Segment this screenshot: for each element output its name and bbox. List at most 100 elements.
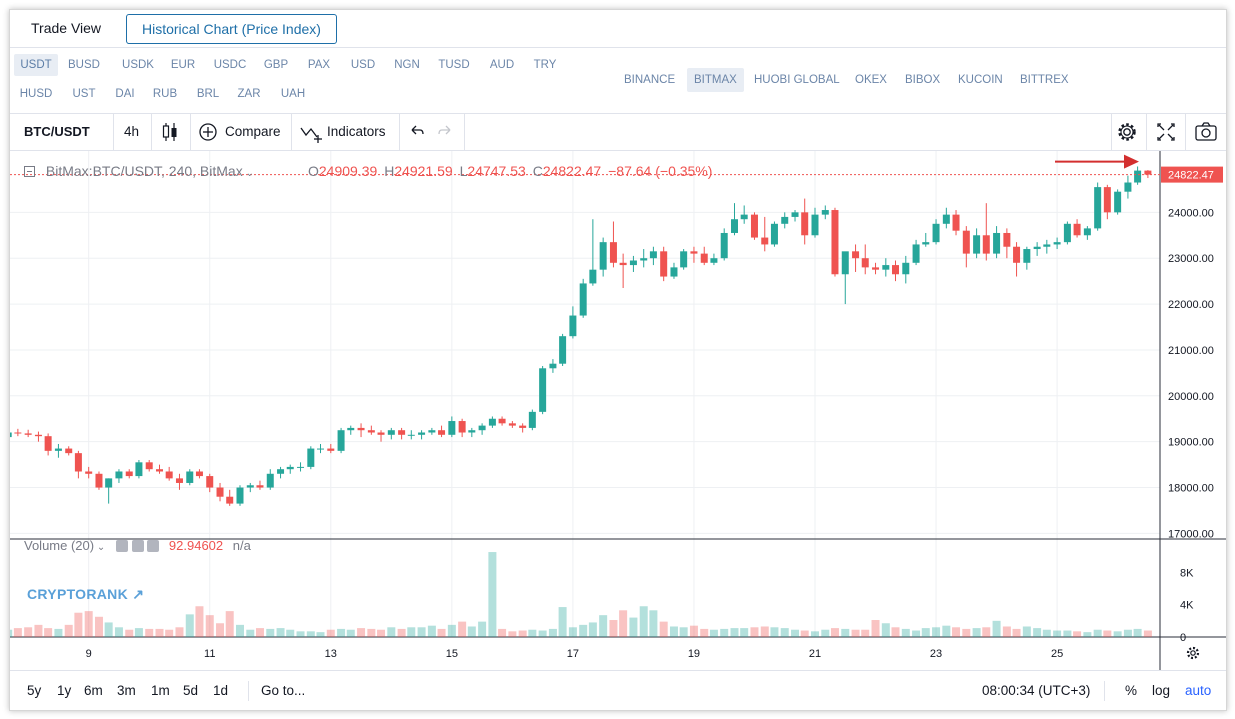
settings-icon[interactable]	[131, 540, 144, 552]
candle-down	[1073, 223, 1081, 236]
candle-down	[357, 427, 365, 431]
legend-symbol[interactable]: BitMax:BTC/USDT, 240, BitMax	[45, 163, 243, 179]
axis-settings-gear-icon[interactable]	[1190, 650, 1196, 656]
range-1d[interactable]: 1d	[213, 683, 229, 698]
volume-bar	[770, 627, 779, 637]
range-6m[interactable]: 6m	[84, 683, 103, 698]
volume-label[interactable]: Volume (20)	[24, 538, 95, 553]
volume-bar	[216, 623, 225, 637]
compare-button[interactable]: Compare	[225, 124, 281, 139]
exchange-binance[interactable]: BINANCE	[624, 74, 676, 86]
volume-bar	[1042, 629, 1051, 637]
volume-bar	[508, 631, 517, 637]
range-3m[interactable]: 3m	[117, 683, 136, 698]
volume-bar	[821, 629, 830, 637]
volume-bar	[397, 628, 406, 637]
candle-up	[791, 212, 799, 217]
percent-toggle[interactable]: %	[1125, 683, 1138, 698]
volume-bar	[10, 629, 13, 637]
currency-dai[interactable]: DAI	[115, 88, 135, 100]
chevron-down-icon[interactable]: ⌄	[94, 542, 109, 553]
currency-aud[interactable]: AUD	[489, 59, 515, 71]
volume-bar	[326, 629, 335, 637]
candle-down	[327, 448, 335, 451]
goto-button[interactable]: Go to...	[261, 683, 306, 698]
candle-up	[882, 265, 890, 270]
currency-usdc[interactable]: USDC	[213, 59, 247, 71]
redo-icon[interactable]	[436, 114, 454, 150]
exchange-bibox[interactable]: BIBOX	[905, 74, 941, 86]
candle-down	[750, 214, 758, 238]
high-label: H	[384, 163, 395, 179]
candle-down	[458, 421, 466, 433]
range-5y[interactable]: 5y	[27, 683, 42, 698]
volume-bar	[841, 628, 850, 637]
currency-usdk[interactable]: USDK	[122, 59, 154, 71]
currency-usdt[interactable]: USDT	[14, 54, 58, 76]
symbol-search[interactable]: BTC/USDT	[24, 124, 90, 139]
tab-historical-chart[interactable]: Historical Chart (Price Index)	[126, 14, 337, 44]
currency-ngn[interactable]: NGN	[394, 59, 420, 71]
currency-uah[interactable]: UAH	[280, 88, 306, 100]
candle-down	[609, 242, 617, 263]
volume-bar	[488, 552, 497, 637]
exchange-bitmax[interactable]: BITMAX	[687, 68, 744, 92]
compare-icon[interactable]	[198, 114, 218, 150]
ohlc-values: O24909.39 H24921.59 L24747.53 C24822.47 …	[308, 162, 712, 180]
currency-eur[interactable]: EUR	[170, 59, 196, 71]
clock[interactable]: 08:00:34 (UTC+3)	[982, 683, 1091, 698]
exchange-okex[interactable]: OKEX	[855, 74, 887, 86]
candle-up	[649, 251, 657, 259]
candle-up	[418, 432, 426, 435]
currency-zar[interactable]: ZAR	[237, 88, 261, 100]
currency-try[interactable]: TRY	[533, 59, 557, 71]
indicators-icon[interactable]	[300, 114, 324, 150]
exchange-kucoin[interactable]: KUCOIN	[958, 74, 1003, 86]
exchange-bittrex[interactable]: BITTREX	[1020, 74, 1069, 86]
settings-gear-icon[interactable]	[1116, 114, 1138, 150]
axis-settings-gear-icon[interactable]	[1186, 646, 1200, 660]
fullscreen-icon[interactable]	[1155, 114, 1177, 150]
range-5d[interactable]: 5d	[183, 683, 199, 698]
volume-bar	[367, 628, 376, 637]
volume-bar	[195, 606, 204, 637]
close-value: 24822.47	[542, 163, 602, 179]
candle-down	[216, 487, 224, 497]
currency-gbp[interactable]: GBP	[263, 59, 289, 71]
candle-down	[952, 214, 960, 231]
collapse-legend-icon[interactable]	[24, 166, 35, 177]
undo-icon[interactable]	[408, 114, 426, 150]
currency-ust[interactable]: UST	[72, 88, 96, 100]
range-1y[interactable]: 1y	[57, 683, 72, 698]
interval-button[interactable]: 4h	[124, 124, 140, 139]
toolbar-divider	[190, 114, 191, 150]
candle-up	[277, 469, 285, 474]
price-chart[interactable]: 24000.00 23000.00 22000.00 21000.00 20000.00…	[10, 151, 1226, 670]
volume-bar	[548, 628, 557, 637]
range-1m[interactable]: 1m	[151, 683, 170, 698]
chevron-down-icon[interactable]: ⌄	[242, 168, 254, 179]
auto-toggle[interactable]: auto	[1185, 683, 1212, 698]
log-toggle[interactable]: log	[1152, 683, 1171, 698]
candle-down	[1144, 170, 1152, 175]
currency-pax[interactable]: PAX	[307, 59, 331, 71]
candle-style-button[interactable]	[161, 114, 181, 150]
indicators-button[interactable]: Indicators	[327, 124, 386, 139]
currency-usd[interactable]: USD	[350, 59, 376, 71]
currency-brl[interactable]: BRL	[196, 88, 220, 100]
cryptorank-logo[interactable]: CRYPTORANK ↗	[27, 586, 145, 602]
candle-down	[801, 212, 809, 236]
exchange-huobi-global[interactable]: HUOBI GLOBAL	[754, 74, 840, 86]
candle-down	[1013, 246, 1021, 263]
close-icon[interactable]	[147, 540, 160, 552]
eye-icon[interactable]	[116, 540, 129, 552]
currency-rub[interactable]: RUB	[152, 88, 178, 100]
currency-busd[interactable]: BUSD	[68, 59, 100, 71]
tab-trade-view[interactable]: Trade View	[31, 20, 102, 36]
volume-bar	[205, 615, 214, 637]
volume-bar	[84, 611, 93, 637]
currency-tusd[interactable]: TUSD	[438, 59, 470, 71]
camera-snapshot-icon[interactable]	[1194, 114, 1218, 150]
currency-husd[interactable]: HUSD	[19, 88, 53, 100]
price-tick-label: 20000.00	[1168, 391, 1214, 403]
